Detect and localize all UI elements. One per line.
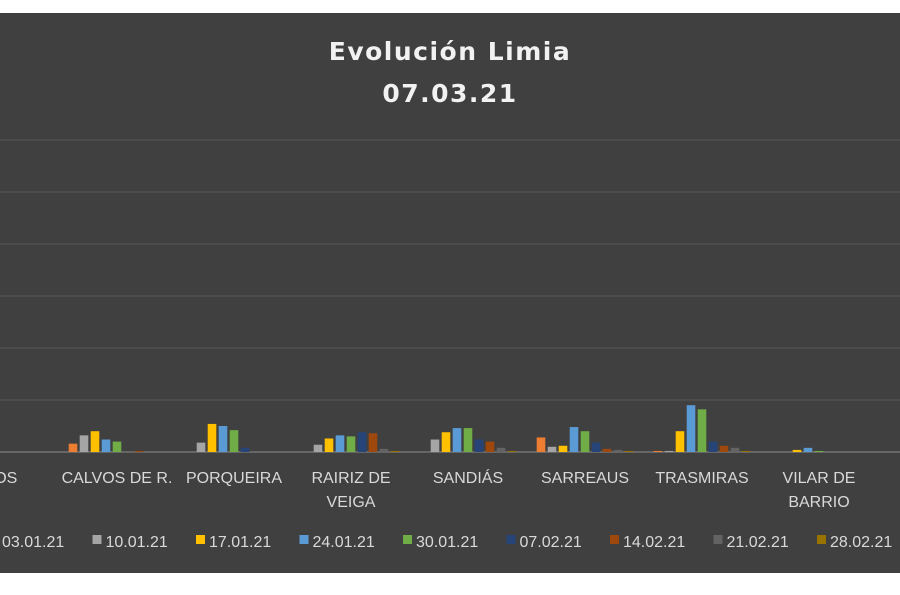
- bar: [580, 431, 590, 452]
- legend-label: 03.01.21: [2, 534, 64, 551]
- gridlines: [0, 139, 900, 453]
- bar: [90, 431, 100, 452]
- bar: [474, 439, 484, 452]
- legend-swatch: [196, 535, 205, 544]
- bar: [112, 441, 122, 452]
- bar: [591, 442, 601, 452]
- legend-swatch: [299, 535, 309, 544]
- bar: [68, 443, 78, 452]
- bar: [134, 450, 144, 452]
- bar: [507, 450, 517, 452]
- category-label: RAIRIZ DE VEIGA: [311, 470, 390, 511]
- bar: [741, 450, 751, 452]
- chart-panel: Evolución Limia 07.03.21 COS CALVOS DE R.…: [0, 13, 900, 573]
- bar: [675, 431, 685, 452]
- bar: [547, 446, 557, 452]
- bar: [708, 441, 718, 452]
- chart-subtitle: 07.03.21: [382, 79, 517, 108]
- chart-title: Evolución Limia: [329, 37, 571, 66]
- bar: [697, 409, 707, 452]
- bar: [814, 450, 824, 452]
- legend: 03.01.21 10.01.21 17.01.21 24.01.21 30.01.21…: [2, 534, 892, 551]
- category-label: SARREAUS: [541, 470, 629, 487]
- legend-swatch: [92, 535, 102, 544]
- bar: [441, 432, 451, 452]
- legend-label: 28.02.21: [830, 534, 892, 551]
- bar: [664, 450, 674, 452]
- bars: [68, 405, 824, 452]
- bar: [613, 449, 623, 452]
- category-label: SANDIÁS: [433, 468, 503, 487]
- category-label: CALVOS DE R.: [62, 470, 173, 487]
- legend-label: 10.01.21: [106, 534, 168, 551]
- bar: [452, 428, 462, 452]
- legend-swatch: [506, 535, 516, 544]
- bar: [229, 430, 239, 452]
- bar: [602, 448, 612, 452]
- bar: [686, 405, 696, 452]
- bar: [536, 437, 546, 452]
- bar: [218, 426, 228, 452]
- bar: [324, 438, 334, 452]
- legend-label: 17.01.21: [209, 534, 271, 551]
- category-label: VILAR DE BARRIO: [783, 470, 856, 511]
- legend-label: 24.01.21: [313, 534, 375, 551]
- bar: [379, 448, 389, 452]
- category-label: COS: [0, 470, 17, 487]
- bar: [496, 447, 506, 452]
- bar: [569, 427, 579, 452]
- bar: [463, 428, 473, 452]
- bar: [803, 447, 813, 452]
- bar: [730, 447, 740, 452]
- legend-label: 30.01.21: [416, 534, 478, 551]
- legend-swatch: [610, 535, 619, 544]
- bar: [368, 433, 378, 452]
- legend-label: 21.02.21: [727, 534, 789, 551]
- bar: [313, 444, 323, 452]
- bar: [792, 449, 802, 452]
- legend-swatch: [403, 535, 412, 544]
- category-label: TRASMIRAS: [655, 470, 748, 487]
- legend-label: 07.02.21: [520, 534, 582, 551]
- bar: [357, 432, 367, 452]
- legend-swatch: [713, 535, 723, 544]
- bar: [346, 436, 356, 452]
- chart-svg: Evolución Limia 07.03.21 COS CALVOS DE R.…: [0, 37, 900, 551]
- bar: [79, 435, 89, 452]
- legend-label: 14.02.21: [623, 534, 685, 551]
- bar: [335, 435, 345, 452]
- category-label: PORQUEIRA: [186, 470, 282, 487]
- bar: [485, 441, 495, 452]
- bar: [240, 447, 250, 452]
- bar: [719, 445, 729, 452]
- bar: [558, 445, 568, 452]
- bar: [196, 442, 206, 452]
- bar: [653, 450, 663, 452]
- bar: [430, 439, 440, 452]
- bar: [207, 423, 217, 452]
- bar: [390, 450, 400, 452]
- bar: [101, 439, 111, 452]
- legend-swatch: [817, 535, 826, 544]
- bar: [624, 450, 634, 452]
